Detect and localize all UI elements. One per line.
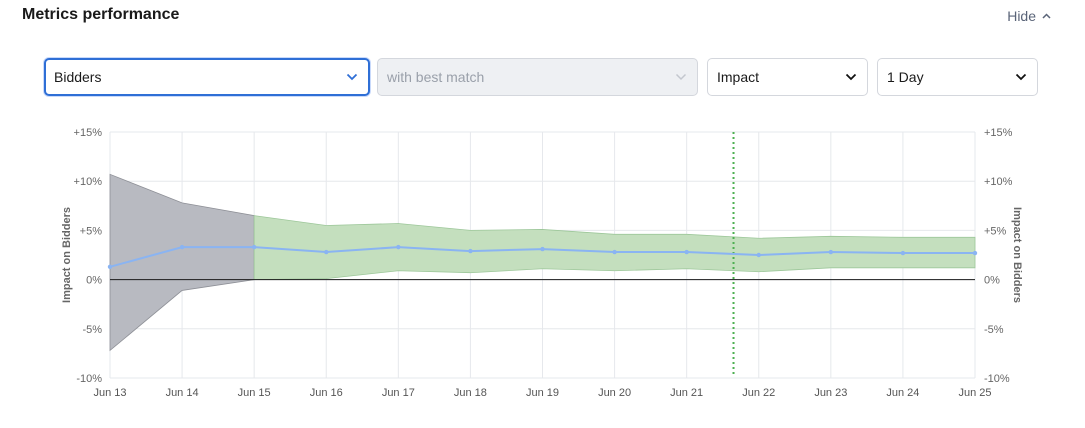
compare-select-value: with best match xyxy=(387,69,485,85)
y-tick-label-left: -10% xyxy=(76,373,102,385)
chevron-down-icon xyxy=(1015,73,1027,81)
y-tick-label-left: 0% xyxy=(86,275,102,287)
impact-point xyxy=(900,250,906,256)
x-tick-label: Jun 13 xyxy=(93,387,126,399)
hide-label: Hide xyxy=(1007,8,1036,24)
impact-point xyxy=(107,264,113,270)
chevron-up-icon xyxy=(1042,13,1051,19)
x-tick-label: Jun 15 xyxy=(238,387,271,399)
y-tick-label-right: 0% xyxy=(984,275,1000,287)
y-tick-label-left: +5% xyxy=(80,225,103,237)
chevron-down-icon xyxy=(346,73,358,81)
x-tick-label: Jun 17 xyxy=(382,387,415,399)
y-tick-label-right: -10% xyxy=(984,373,1010,385)
x-tick-label: Jun 23 xyxy=(814,387,847,399)
metric-select[interactable]: Bidders xyxy=(44,58,370,96)
x-tick-label: Jun 21 xyxy=(670,387,703,399)
x-tick-label: Jun 25 xyxy=(958,387,991,399)
x-tick-label: Jun 22 xyxy=(742,387,775,399)
impact-point xyxy=(396,244,401,250)
mode-select[interactable]: Impact xyxy=(707,58,868,96)
y-tick-label-left: -5% xyxy=(82,324,102,336)
x-tick-label: Jun 24 xyxy=(886,387,919,399)
y-tick-label-right: +10% xyxy=(984,176,1013,188)
x-tick-label: Jun 19 xyxy=(526,387,559,399)
chevron-down-icon xyxy=(845,73,857,81)
chevron-down-icon xyxy=(675,73,687,81)
impact-point xyxy=(612,249,617,255)
impact-chart: -10% -10% -5% -5% 0% 0% +5% +5% +10% +10% +15% +15%… xyxy=(61,127,1023,399)
section-title: Metrics performance xyxy=(22,6,180,23)
impact-point xyxy=(756,252,761,258)
y-tick-label-right: +15% xyxy=(984,127,1013,139)
impact-point xyxy=(324,249,329,255)
impact-point xyxy=(179,244,185,250)
compare-select: with best match xyxy=(377,58,698,96)
confidence-band xyxy=(253,215,976,281)
y-axis-label-right: Impact on Bidders xyxy=(1011,207,1023,303)
mode-select-value: Impact xyxy=(717,69,760,85)
y-tick-label-right: +5% xyxy=(984,225,1007,237)
x-tick-label: Jun 16 xyxy=(310,387,343,399)
y-tick-label-right: -5% xyxy=(984,324,1004,336)
impact-point xyxy=(972,250,978,256)
period-select-value: 1 Day xyxy=(887,69,924,85)
hide-button[interactable]: Hide xyxy=(1007,8,1051,24)
y-axis-label-left: Impact on Bidders xyxy=(61,207,73,303)
x-tick-label: Jun 18 xyxy=(454,387,487,399)
impact-point xyxy=(468,248,473,254)
impact-point xyxy=(251,244,257,250)
x-tick-label: Jun 14 xyxy=(166,387,199,399)
period-select[interactable]: 1 Day xyxy=(877,58,1038,96)
impact-point xyxy=(540,246,545,252)
impact-point xyxy=(828,249,834,255)
impact-point xyxy=(684,249,689,255)
metric-select-value: Bidders xyxy=(54,69,102,85)
y-tick-label-left: +10% xyxy=(74,176,103,188)
x-tick-label: Jun 20 xyxy=(598,387,631,399)
y-tick-label-left: +15% xyxy=(74,127,103,139)
